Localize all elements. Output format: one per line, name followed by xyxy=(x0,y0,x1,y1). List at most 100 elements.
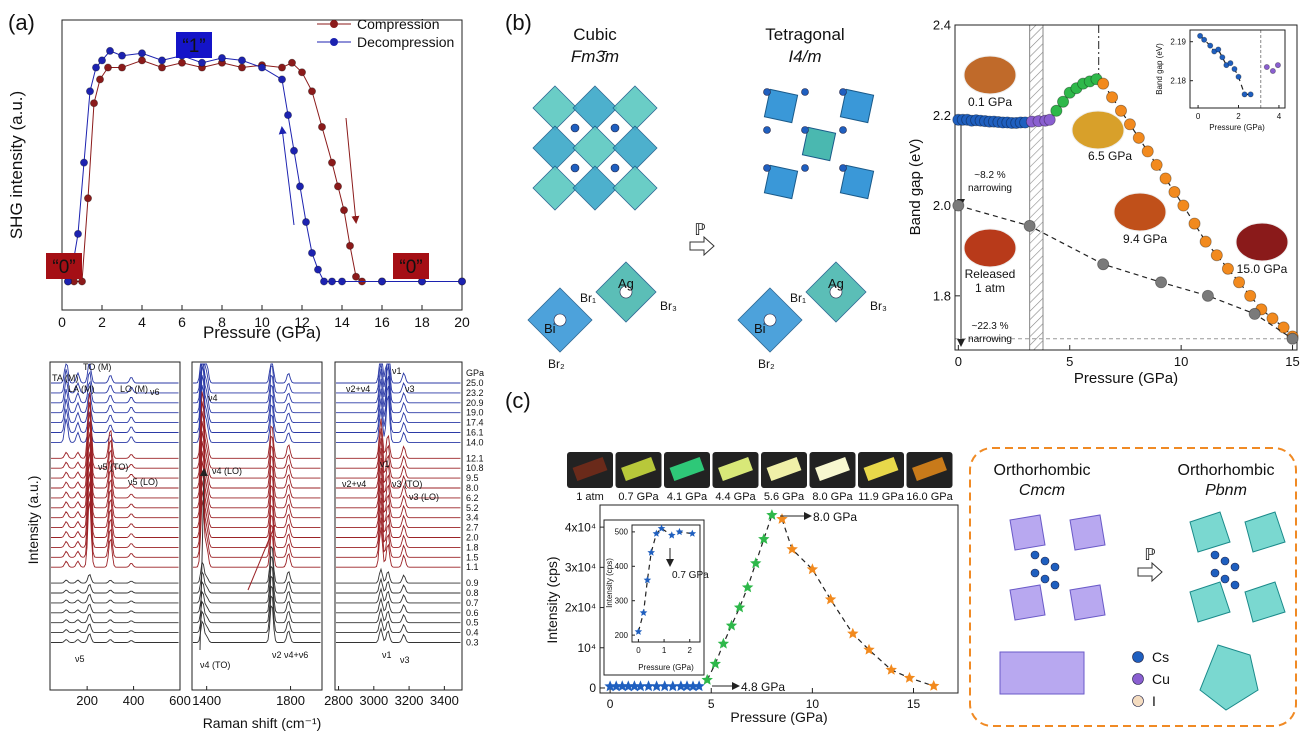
point xyxy=(98,57,105,64)
spectrum-annotation: ν1 xyxy=(382,650,392,660)
y-tick-label: 500 xyxy=(615,528,629,537)
atom-label: Br₁ xyxy=(790,291,806,305)
point xyxy=(1222,263,1233,274)
annotation: narrowing xyxy=(968,183,1012,194)
panel-label: (c) xyxy=(505,388,531,413)
point xyxy=(338,278,345,285)
point xyxy=(1287,333,1298,344)
spectrum xyxy=(193,375,321,432)
point xyxy=(80,159,87,166)
spectrum-annotation: ν3 xyxy=(405,384,415,394)
series-line xyxy=(782,519,934,686)
structure-title: Orthorhombic xyxy=(1178,462,1275,479)
x-tick-label: 400 xyxy=(123,693,145,708)
atom xyxy=(611,164,619,172)
photo-label: 4.4 GPa xyxy=(715,491,756,503)
atom xyxy=(764,314,776,326)
y-tick-label: 4x10⁴ xyxy=(565,520,596,534)
spectrum xyxy=(193,364,321,413)
octahedron xyxy=(573,166,617,210)
point xyxy=(458,278,465,285)
spectrum xyxy=(193,576,321,612)
point xyxy=(328,159,335,166)
spectrum-annotation: ν2+ν4 xyxy=(346,384,370,394)
y-axis-label: Intensity (a.u.) xyxy=(25,476,41,565)
octahedron xyxy=(1070,515,1105,550)
y-axis-label: SHG intensity (a.u.) xyxy=(7,91,26,239)
point xyxy=(1202,290,1213,301)
point xyxy=(90,100,97,107)
pressure-label: 0.9 xyxy=(466,578,479,588)
star-point xyxy=(750,557,761,568)
spectrum xyxy=(193,596,321,632)
point xyxy=(314,266,321,273)
atom xyxy=(1041,575,1049,583)
atom xyxy=(802,127,809,134)
spectrum-annotation: ν4 xyxy=(208,393,218,403)
x-tick-label: 18 xyxy=(414,314,430,330)
spectrum-annotation: LA (M) xyxy=(68,384,95,394)
star-point xyxy=(766,509,777,520)
atom xyxy=(764,89,771,96)
atom xyxy=(1231,581,1239,589)
pressure-label: 0.7 xyxy=(466,598,479,608)
annotation: ~22.3 % xyxy=(972,321,1009,332)
y-tick-label: 2.0 xyxy=(933,198,951,213)
atom-label: Br₂ xyxy=(758,357,775,371)
point xyxy=(118,52,125,59)
spectrum-annotation: ν2 xyxy=(272,650,282,660)
legend-label: Decompression xyxy=(357,34,454,50)
point xyxy=(1155,277,1166,288)
spectrum-annotation: ν2+ν4 xyxy=(342,479,366,489)
atom xyxy=(1133,696,1144,707)
octahedron xyxy=(573,86,617,130)
spectrum xyxy=(51,585,179,594)
point xyxy=(346,242,353,249)
y-axis-label: Intensity (cps) xyxy=(544,556,560,643)
atom xyxy=(802,165,809,172)
legend-label: Cs xyxy=(1152,649,1169,665)
annotation: 0.7 GPa xyxy=(672,570,709,581)
point xyxy=(1160,173,1171,184)
y-tick-label: 2.2 xyxy=(933,108,951,123)
point xyxy=(258,64,265,71)
pressure-label: 17.4 xyxy=(466,418,484,428)
y-tick-label: 2.19 xyxy=(1170,38,1186,47)
point xyxy=(1233,277,1244,288)
point xyxy=(302,218,309,225)
x-tick-label: 1 xyxy=(662,646,667,655)
point xyxy=(84,195,91,202)
point xyxy=(953,200,964,211)
spectrum xyxy=(51,614,179,623)
y-tick-label: 2.4 xyxy=(933,18,951,33)
star-point xyxy=(776,513,787,524)
octahedron xyxy=(1070,585,1105,620)
point xyxy=(340,207,347,214)
pressure-label: 1.8 xyxy=(466,542,479,552)
pressure-label: 9.5 xyxy=(466,473,479,483)
point xyxy=(1098,259,1109,270)
octahedron xyxy=(1190,512,1230,552)
x-axis-label: Pressure (GPa) xyxy=(1209,123,1265,132)
atom-label: Bi xyxy=(754,321,766,336)
atom-label: Br₃ xyxy=(870,299,887,313)
spectrum xyxy=(336,419,461,459)
star-point xyxy=(742,581,754,592)
space-group: Fm3̄m xyxy=(571,47,619,66)
point xyxy=(278,64,285,71)
atom xyxy=(1051,581,1059,589)
pressure-label: 0.8 xyxy=(466,588,479,598)
point xyxy=(1216,47,1221,52)
panel-label: (b) xyxy=(505,10,532,35)
octahedron xyxy=(613,166,657,210)
point xyxy=(1098,78,1109,89)
spectrum xyxy=(193,557,321,593)
y-axis-label: Band gap (eV) xyxy=(907,139,924,236)
x-tick-label: 2 xyxy=(688,646,693,655)
state-label: “0” xyxy=(52,257,75,278)
point xyxy=(1236,74,1241,79)
pressure-label: 1.1 xyxy=(466,562,479,572)
octahedron xyxy=(1200,645,1258,710)
point xyxy=(1211,250,1222,261)
octahedron xyxy=(1245,512,1285,552)
